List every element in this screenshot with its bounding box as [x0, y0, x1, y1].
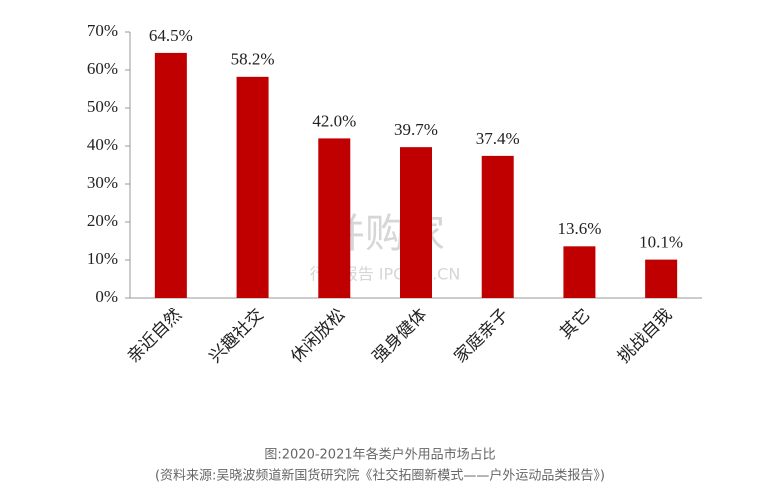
x-tick-label: 挑战自我 [614, 305, 676, 367]
caption: (资料来源:吴晓波频道新国货研究院《社交拓圈新模式——户外运动品类报告》) [155, 468, 605, 484]
bar [400, 147, 432, 298]
value-label: 10.1% [639, 233, 683, 252]
y-tick-label: 50% [87, 97, 118, 116]
value-label: 42.0% [312, 111, 356, 130]
y-tick-label: 0% [95, 287, 118, 306]
x-tick-label: 其它 [556, 305, 594, 343]
value-label: 58.2% [231, 50, 275, 69]
x-tick-label: 家庭亲子 [451, 305, 513, 367]
x-tick-label: 强身健体 [369, 305, 431, 367]
x-tick-label: 兴趣社交 [205, 305, 267, 367]
y-tick-label: 40% [87, 135, 118, 154]
bar [481, 155, 514, 298]
y-tick-label: 70% [87, 21, 118, 40]
bar [645, 259, 678, 298]
y-tick-label: 10% [87, 249, 118, 268]
bar [563, 246, 596, 298]
y-tick-label: 20% [87, 211, 118, 230]
bar [154, 52, 187, 299]
caption: 图:2020-2021年各类户外用品市场占比 [264, 447, 495, 463]
value-label: 13.6% [557, 219, 601, 238]
x-tick-label: 亲近自然 [124, 305, 186, 367]
value-label: 39.7% [394, 120, 438, 139]
x-tick-label: 休闲放松 [287, 305, 349, 367]
value-label: 37.4% [476, 129, 520, 148]
value-label: 64.5% [149, 26, 193, 45]
y-tick-label: 30% [87, 173, 118, 192]
bar [236, 76, 269, 298]
y-tick-label: 60% [87, 59, 118, 78]
bar [318, 138, 351, 298]
